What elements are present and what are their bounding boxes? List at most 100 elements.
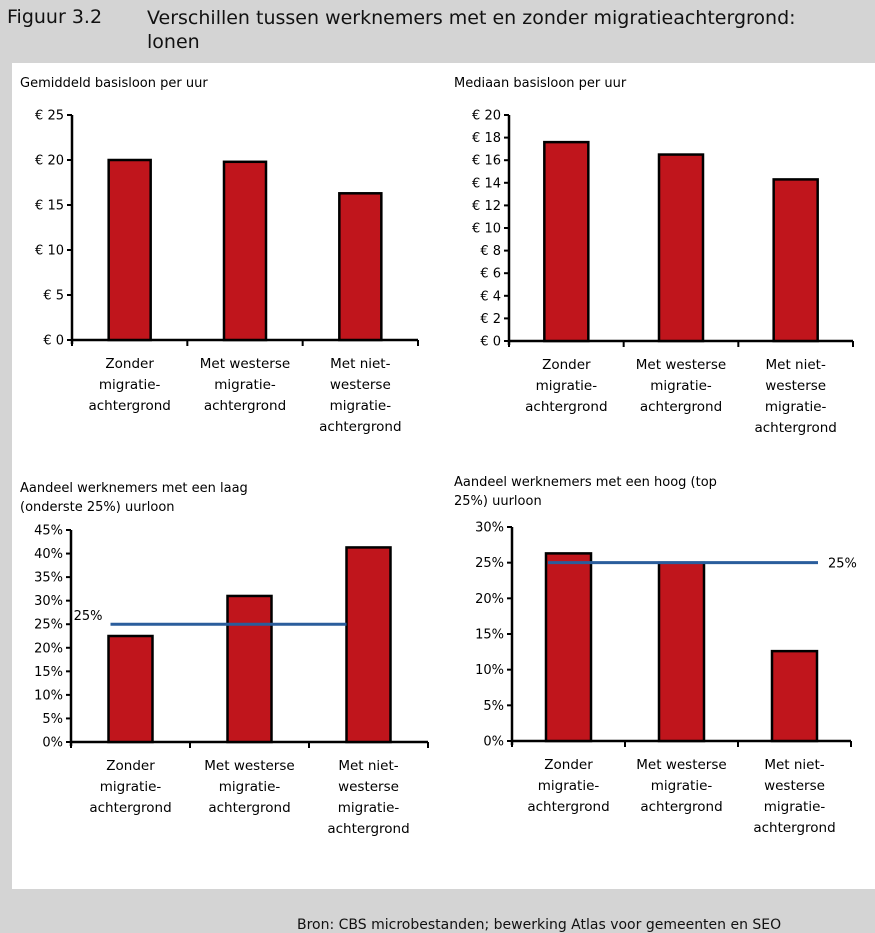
chart2-category-label: migratie- (650, 378, 712, 394)
chart1-category-label: Zonder (105, 356, 154, 372)
chart1-category-label: Met niet- (330, 356, 390, 372)
chart4-category-label: Met niet- (764, 757, 824, 773)
chart3-category-label: migratie- (338, 800, 400, 816)
chart1-category-label: migratie- (99, 377, 161, 393)
chart1-y-tick-label: € 0 (43, 334, 64, 349)
chart1-bar (338, 192, 383, 342)
chart3-y-tick-label: 0% (42, 736, 63, 751)
chart3-title: Aandeel werknemers met een laag (20, 481, 248, 496)
chart3-category-label: migratie- (219, 779, 281, 795)
chart3-y-tick-label: 15% (34, 665, 63, 680)
chart4-category-label: achtergrond (753, 820, 835, 836)
chart2-y-tick-label: € 0 (480, 335, 501, 350)
chart1-category-label: migratie- (330, 398, 392, 414)
chart3-y-tick-label: 25% (34, 618, 63, 633)
figure-footer: Bron: CBS microbestanden; bewerking Atla… (0, 889, 875, 933)
chart4-title: Aandeel werknemers met een hoog (top (454, 475, 717, 490)
chart3-y-tick-label: 20% (34, 641, 63, 656)
chart2-bar (543, 140, 590, 343)
figure-number: Figuur 3.2 (7, 6, 103, 28)
chart2-y-tick-label: € 6 (480, 267, 501, 282)
chart3-category-label: Zonder (106, 758, 155, 774)
chart3-bar (226, 594, 273, 744)
figure-header: Figuur 3.2 Verschillen tussen werknemers… (0, 0, 875, 63)
figure-title: Verschillen tussen werknemers met en zon… (147, 7, 796, 53)
chart4-category-label: migratie- (764, 799, 826, 815)
chart4-category-label: westerse (764, 778, 825, 794)
chart4-reference-label: 25% (828, 557, 857, 572)
chart1-category-label: achtergrond (204, 398, 286, 414)
chart3-y-tick-label: 35% (34, 571, 63, 586)
chart1-y-tick-label: € 5 (43, 289, 64, 304)
chart2-y-tick-label: € 8 (480, 244, 501, 259)
chart2-category-label: Met westerse (636, 357, 726, 373)
chart1-category-label: westerse (330, 377, 391, 393)
chart3-y-tick-label: 10% (34, 688, 63, 703)
chart3-category-label: migratie- (100, 779, 162, 795)
chart4-bar (544, 552, 593, 743)
chart1-bar (107, 158, 152, 342)
chart3-y-tick-label: 45% (34, 524, 63, 539)
chart3-bar (107, 634, 154, 744)
chart1-category-label: Met westerse (200, 356, 290, 372)
chart4-y-tick-label: 10% (475, 663, 504, 678)
chart4-category-label: Zonder (544, 757, 593, 773)
chart4-title: 25%) uurloon (454, 494, 542, 509)
chart4-y-tick-label: 15% (475, 628, 504, 643)
chart4-category-label: migratie- (651, 778, 713, 794)
chart4-y-tick-label: 5% (483, 699, 504, 714)
figure-source: Bron: CBS microbestanden; bewerking Atla… (297, 917, 782, 933)
chart3-category-label: Met niet- (338, 758, 398, 774)
chart1-category-label: migratie- (214, 377, 276, 393)
chart1-y-tick-label: € 10 (35, 244, 64, 259)
chart3-title: (onderste 25%) uurloon (20, 500, 175, 515)
chart4-y-tick-label: 25% (475, 556, 504, 571)
chart4-y-tick-label: 20% (475, 592, 504, 607)
chart2-y-tick-label: € 12 (472, 199, 501, 214)
chart4-category-label: Met westerse (636, 757, 726, 773)
chart1-bar (222, 160, 268, 342)
chart3-category-label: westerse (338, 779, 399, 795)
chart2-y-tick-label: € 2 (480, 312, 501, 327)
chart3-reference-label: 25% (74, 609, 103, 624)
chart2-category-label: westerse (765, 378, 826, 394)
chart4-category-label: achtergrond (527, 799, 609, 815)
chart2-category-label: achtergrond (525, 399, 607, 415)
chart3-y-tick-label: 40% (34, 547, 63, 562)
chart3-category-label: achtergrond (89, 800, 171, 816)
chart3-category-label: Met westerse (204, 758, 294, 774)
chart2-y-tick-label: € 4 (480, 289, 501, 304)
chart4-category-label: achtergrond (640, 799, 722, 815)
chart4-bar (657, 561, 706, 743)
chart1-y-tick-label: € 25 (35, 109, 64, 124)
chart4-bar (770, 649, 819, 743)
chart1-y-tick-label: € 20 (35, 154, 64, 169)
chart2-title: Mediaan basisloon per uur (454, 76, 627, 91)
chart2-category-label: Met niet- (766, 357, 826, 373)
chart4-y-tick-label: 0% (483, 735, 504, 750)
chart2-category-label: achtergrond (754, 420, 836, 436)
chart1-title: Gemiddeld basisloon per uur (20, 76, 208, 91)
chart-panel (12, 63, 875, 889)
chart2-category-label: migratie- (765, 399, 827, 415)
chart4-y-tick-label: 30% (475, 521, 504, 536)
chart3-category-label: achtergrond (327, 821, 409, 837)
chart3-bar (345, 546, 392, 744)
chart2-y-tick-label: € 18 (472, 131, 501, 146)
chart2-category-label: achtergrond (640, 399, 722, 415)
chart2-y-tick-label: € 20 (472, 109, 501, 124)
chart2-category-label: Zonder (542, 357, 591, 373)
chart3-y-tick-label: 30% (34, 594, 63, 609)
chart2-y-tick-label: € 10 (472, 222, 501, 237)
chart4-category-label: migratie- (538, 778, 600, 794)
chart2-y-tick-label: € 14 (472, 176, 501, 191)
chart1-category-label: achtergrond (319, 419, 401, 435)
chart3-category-label: achtergrond (208, 800, 290, 816)
chart2-category-label: migratie- (536, 378, 598, 394)
chart2-bar (772, 178, 819, 343)
chart1-category-label: achtergrond (88, 398, 170, 414)
chart2-y-tick-label: € 16 (472, 154, 501, 169)
chart3-y-tick-label: 5% (42, 712, 63, 727)
chart1-y-tick-label: € 15 (35, 199, 64, 214)
